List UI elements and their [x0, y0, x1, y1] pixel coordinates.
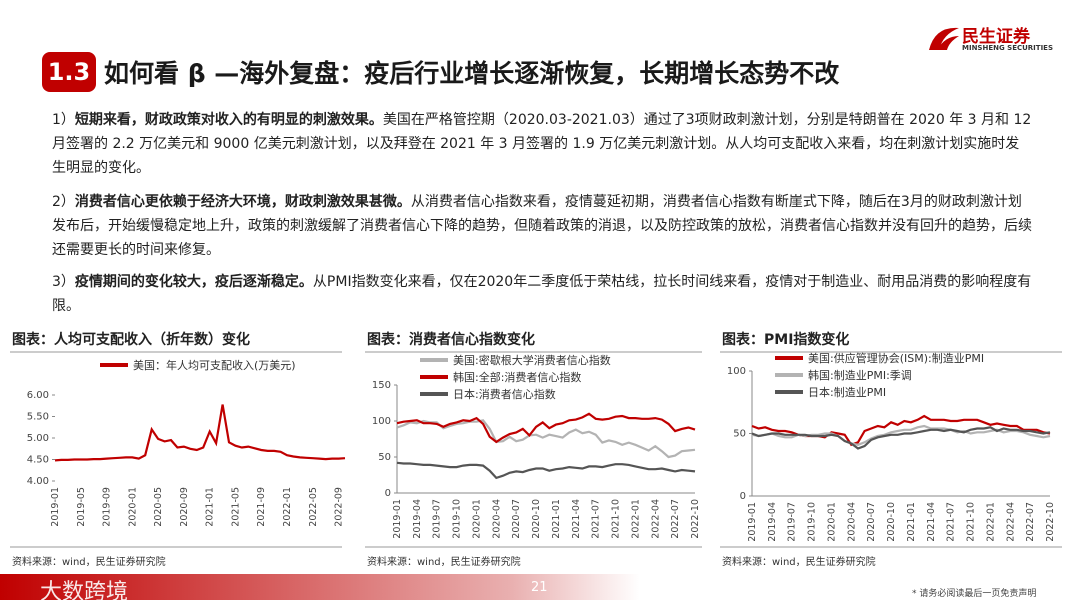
logo-en: MINSHENG SECURITIES: [962, 44, 1053, 52]
x-tick-label: 2020-10: [886, 502, 897, 542]
x-tick-label: 2022-04: [650, 499, 661, 539]
x-tick-label: 2019-01: [392, 499, 403, 539]
x-tick-label: 2020-07: [511, 499, 522, 539]
source: 资料来源：wind，民生证券研究院: [722, 555, 876, 568]
x-tick-label: 2021-10: [611, 499, 622, 539]
legend-label: 日本:制造业PMI: [808, 385, 886, 399]
y-tick-label: 6.00: [27, 390, 49, 401]
logo-cn: 民生证券: [962, 27, 1030, 47]
x-tick-label: 2020-07: [866, 502, 877, 542]
x-tick-label: 2020-05: [153, 487, 164, 527]
x-tick-label: 2019-05: [76, 487, 87, 527]
chart-title: 图表：消费者信心指数变化: [367, 331, 535, 348]
paragraph: 2）消费者信心更依赖于经济大环境，财政刺激效果甚微。从消费者信心指数来看，疫情蔓…: [52, 190, 1032, 262]
page-number: 21: [531, 580, 548, 595]
source: 资料来源：wind，民生证券研究院: [12, 555, 166, 568]
x-tick-label: 2022-01: [985, 502, 996, 542]
x-tick-label: 2019-07: [787, 502, 798, 542]
chart-title: 图表：PMI指数变化: [722, 331, 849, 348]
x-tick-label: 2019-04: [412, 499, 423, 539]
para-text: 从消费者信心指数来看，疫情蔓延初期，消费者信心指数有断崖式下降，随后在3月的财政…: [52, 194, 1032, 258]
x-tick-label: 2021-07: [946, 502, 957, 542]
legend-label: 日本:消费者信心指数: [453, 387, 556, 401]
footer-bar: [0, 574, 640, 600]
y-tick-label: 4.00: [27, 476, 49, 487]
x-tick-label: 2019-10: [452, 499, 463, 539]
x-tick-label: 2019-10: [807, 502, 818, 542]
series-line: [54, 404, 346, 462]
x-tick-label: 2021-01: [906, 502, 917, 542]
series-line: [751, 426, 1051, 450]
x-tick-label: 2022-07: [670, 499, 681, 539]
series-line: [396, 412, 696, 444]
x-tick-label: 2022-10: [690, 499, 701, 539]
x-tick-label: 2021-05: [230, 487, 241, 527]
x-tick-label: 2020-10: [531, 499, 542, 539]
x-tick-label: 2022-10: [1045, 502, 1056, 542]
x-tick-label: 2019-07: [432, 499, 443, 539]
x-tick-label: 2021-10: [966, 502, 977, 542]
legend-label: 韩国:制造业PMI:季调: [808, 368, 912, 382]
disclaimer: * 请务必阅读最后一页免责声明: [912, 589, 1037, 599]
x-tick-label: 2021-09: [256, 487, 267, 527]
para-num: 3）: [52, 274, 75, 290]
para-lead: 短期来看，财政政策对收入的有明显的刺激效果。: [74, 112, 383, 128]
x-tick-label: 2020-04: [491, 499, 502, 539]
y-tick-label: 100: [372, 416, 391, 427]
x-tick-label: 2019-01: [50, 487, 61, 527]
x-tick-label: 2022-07: [1025, 502, 1036, 542]
x-tick-label: 2020-01: [826, 502, 837, 542]
watermark: 大数跨境: [40, 580, 129, 605]
y-tick-label: 0: [740, 491, 746, 502]
x-tick-label: 2020-09: [179, 487, 190, 527]
para-lead: 疫情期间的变化较大，疫后逐渐稳定。: [74, 274, 313, 290]
x-tick-label: 2021-01: [205, 487, 216, 527]
y-tick-label: 50: [733, 429, 746, 440]
para-text: 美国在严格管控期（2020.03-2021.03）通过了3项财政刺激计划，分别是…: [52, 112, 1032, 176]
x-tick-label: 2021-01: [551, 499, 562, 539]
x-tick-label: 2020-01: [471, 499, 482, 539]
y-tick-label: 4.50: [27, 455, 49, 466]
series-line: [396, 461, 696, 480]
para-text: 从PMI指数变化来看，仅在2020年二季度低于荣枯线，拉长时间线来看，疫情对于制…: [52, 274, 1032, 314]
legend-label: 韩国:全部:消费者信心指数: [453, 370, 581, 384]
legend-label: 美国:密歇根大学消费者信心指数: [453, 353, 611, 367]
slide-title: 如何看 β —海外复盘：疫后行业增长逐渐恢复，长期增长态势不改: [104, 59, 840, 88]
para-num: 2）: [52, 194, 75, 210]
x-tick-label: 2020-04: [846, 502, 857, 542]
paragraph: 1）短期来看，财政政策对收入的有明显的刺激效果。美国在严格管控期（2020.03…: [52, 108, 1032, 180]
section-badge: 1.3: [42, 52, 96, 92]
y-tick-label: 5.00: [27, 433, 49, 444]
logo-mark: [929, 27, 959, 50]
x-tick-label: 2022-05: [308, 487, 319, 527]
x-tick-label: 2020-01: [127, 487, 138, 527]
paragraph: 3）疫情期间的变化较大，疫后逐渐稳定。从PMI指数变化来看，仅在2020年二季度…: [52, 270, 1032, 318]
x-tick-label: 2021-04: [571, 499, 582, 539]
x-tick-label: 2019-01: [747, 502, 758, 542]
x-tick-label: 2022-09: [334, 487, 345, 527]
y-tick-label: 50: [378, 452, 391, 463]
x-tick-label: 2022-01: [282, 487, 293, 527]
x-tick-label: 2022-04: [1005, 502, 1016, 542]
x-tick-label: 2021-04: [926, 502, 937, 542]
source: 资料来源：wind，民生证券研究院: [367, 555, 521, 568]
x-tick-label: 2019-04: [767, 502, 778, 542]
y-tick-label: 150: [372, 380, 391, 391]
para-lead: 消费者信心更依赖于经济大环境，财政刺激效果甚微。: [74, 194, 411, 210]
x-tick-label: 2022-01: [630, 499, 641, 539]
y-tick-label: 100: [727, 366, 746, 377]
para-num: 1）: [52, 112, 75, 128]
x-tick-label: 2021-07: [591, 499, 602, 539]
legend-label: 美国:供应管理协会(ISM):制造业PMI: [808, 351, 984, 365]
chart-title: 图表：人均可支配收入（折年数）变化: [12, 331, 250, 348]
x-tick-label: 2019-09: [102, 487, 113, 527]
series-line: [396, 419, 696, 459]
y-tick-label: 0: [385, 488, 391, 499]
y-tick-label: 5.50: [27, 412, 49, 423]
legend-label: 美国：年人均可支配收入(万美元): [133, 358, 296, 372]
